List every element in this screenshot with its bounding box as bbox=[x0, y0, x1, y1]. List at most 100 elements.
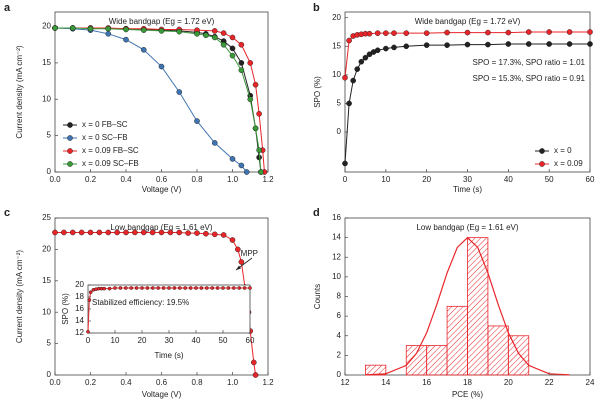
x-tick-label: 50 bbox=[545, 175, 554, 184]
y-tick-label: 15 bbox=[332, 41, 341, 50]
x-tick-label: 30 bbox=[165, 336, 174, 345]
x-axis-label: Voltage (V) bbox=[142, 390, 182, 399]
data-point bbox=[346, 37, 352, 44]
data-point bbox=[229, 156, 236, 162]
fit-curve bbox=[365, 236, 570, 376]
data-point bbox=[247, 60, 254, 66]
data-point bbox=[221, 286, 225, 290]
data-point bbox=[150, 286, 155, 290]
series-line bbox=[55, 27, 262, 173]
panel-label: d bbox=[313, 207, 320, 219]
data-point bbox=[176, 229, 183, 236]
data-point bbox=[194, 31, 200, 37]
legend-label: x = 0 SC–FB bbox=[82, 133, 128, 142]
x-tick-label: 0.2 bbox=[85, 378, 97, 387]
chart-title: Wide bandgap (Eg = 1.72 eV) bbox=[109, 17, 215, 26]
chart-title: Low bandgap (Eg = 1.61 eV) bbox=[110, 223, 212, 232]
data-point bbox=[485, 41, 491, 48]
data-point bbox=[194, 286, 198, 290]
data-point bbox=[342, 74, 348, 81]
data-point bbox=[114, 229, 120, 236]
legend-label: x = 0.09 bbox=[554, 159, 583, 168]
data-point bbox=[229, 52, 236, 59]
y-tick-label: 14 bbox=[75, 316, 84, 325]
y-tick-label: 10 bbox=[332, 70, 341, 79]
data-point bbox=[123, 26, 129, 33]
data-point bbox=[525, 29, 532, 35]
data-point bbox=[203, 32, 209, 39]
data-point bbox=[145, 286, 150, 290]
data-point bbox=[485, 29, 491, 36]
data-point bbox=[123, 36, 129, 43]
histogram-bar bbox=[487, 325, 509, 376]
y-tick-label: 10 bbox=[42, 307, 51, 316]
x-tick-label: 0.4 bbox=[120, 175, 132, 184]
legend-marker bbox=[539, 148, 545, 154]
x-tick-label: 20 bbox=[138, 336, 147, 345]
y-axis-label: Counts bbox=[313, 284, 322, 309]
data-point bbox=[134, 286, 139, 290]
x-tick-label: 30 bbox=[463, 175, 472, 184]
y-tick-label: 20 bbox=[75, 280, 84, 289]
legend-label: x = 0.09 SC–FB bbox=[82, 159, 139, 168]
data-point bbox=[383, 30, 389, 36]
x-tick-label: 12 bbox=[341, 378, 350, 387]
data-point bbox=[167, 229, 174, 236]
data-point bbox=[158, 63, 165, 70]
data-point bbox=[366, 30, 373, 37]
data-point bbox=[132, 229, 138, 236]
x-tick-label: 40 bbox=[192, 336, 201, 345]
data-point bbox=[391, 30, 397, 36]
data-point bbox=[158, 28, 165, 34]
data-point bbox=[211, 34, 218, 41]
x-tick-label: 0.8 bbox=[191, 378, 203, 387]
data-point bbox=[87, 229, 94, 236]
y-axis-label: Current density (mA cm⁻²) bbox=[15, 45, 24, 138]
x-axis-label: Time (s) bbox=[154, 351, 183, 360]
data-point bbox=[238, 60, 245, 66]
y-tick-label: 0 bbox=[47, 167, 52, 176]
legend-marker bbox=[67, 148, 73, 154]
data-point bbox=[105, 25, 112, 32]
data-point bbox=[358, 58, 365, 65]
data-point bbox=[238, 259, 245, 265]
y-tick-label: 14 bbox=[332, 233, 341, 242]
y-tick-label: 20 bbox=[42, 22, 51, 31]
y-tick-label: 25 bbox=[42, 213, 51, 222]
data-point bbox=[211, 140, 218, 146]
data-point bbox=[252, 125, 259, 132]
y-tick-label: 16 bbox=[332, 213, 341, 222]
legend-label: x = 0 FB–SC bbox=[82, 120, 128, 129]
data-point bbox=[566, 41, 573, 47]
data-point bbox=[140, 27, 147, 33]
data-point bbox=[220, 30, 227, 36]
x-tick-label: 60 bbox=[586, 175, 595, 184]
series-line bbox=[344, 31, 590, 78]
panel-label: b bbox=[313, 2, 320, 14]
data-point bbox=[374, 47, 381, 54]
legend-marker bbox=[67, 161, 73, 167]
data-point bbox=[105, 31, 112, 37]
y-tick-label: 20 bbox=[332, 13, 341, 22]
y-tick-label: 12 bbox=[75, 328, 84, 337]
data-point bbox=[252, 81, 259, 88]
x-tick-label: 0.0 bbox=[49, 175, 61, 184]
data-point bbox=[423, 42, 430, 48]
data-point bbox=[247, 96, 254, 103]
data-point bbox=[226, 286, 231, 290]
x-tick-label: 18 bbox=[463, 378, 472, 387]
histogram-bar bbox=[507, 335, 530, 376]
legend-marker bbox=[67, 135, 73, 141]
data-point bbox=[118, 286, 123, 290]
y-tick-label: 8 bbox=[337, 292, 342, 301]
y-tick-label: 0 bbox=[337, 127, 342, 136]
annotation: Stabilized efficiency: 19.5% bbox=[92, 298, 189, 307]
x-tick-label: 1.2 bbox=[262, 175, 274, 184]
x-tick-label: 16 bbox=[422, 378, 431, 387]
y-tick-label: 16 bbox=[75, 304, 84, 313]
data-point bbox=[464, 41, 471, 48]
y-tick-label: 10 bbox=[332, 272, 341, 281]
x-tick-label: 10 bbox=[111, 336, 120, 345]
data-point bbox=[505, 29, 512, 36]
